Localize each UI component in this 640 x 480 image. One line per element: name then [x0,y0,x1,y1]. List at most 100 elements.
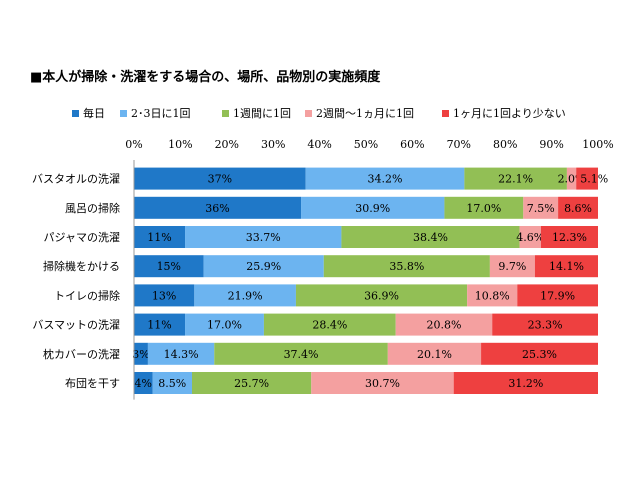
data-label: 30.7% [365,377,400,390]
bar-segment [185,313,264,336]
data-label: 22.1% [498,173,533,186]
legend-swatch [442,110,449,117]
x-tick-label: 30% [261,138,285,151]
data-label: 28.4% [312,319,347,332]
data-label: 37% [208,173,232,186]
x-tick-label: 60% [400,138,424,151]
bar-segment [134,226,186,248]
data-label: 12.3% [552,231,587,244]
bar-segment [387,342,482,365]
legend-label: 2週間～1ヵ月に1回 [316,107,414,120]
data-label: 31.2% [508,377,543,390]
data-label: 11% [147,319,171,332]
bar-segment [444,196,524,219]
x-tick-label: 40% [307,138,331,151]
data-label: 35.8% [389,260,424,273]
bar-segment [534,255,598,278]
legend-item: 1ヶ月に1回より少ない [442,107,566,120]
bar-segment [566,167,577,190]
bar-segment [519,226,541,248]
data-label: 10.8% [475,289,510,302]
category-label: トイレの掃除 [54,288,120,302]
bar-segment [467,284,518,307]
bar-segment [134,313,186,336]
data-label: 38.4% [413,231,448,244]
data-label: 25.3% [522,348,557,361]
bar-segment [523,196,559,219]
data-label: 7.5% [527,202,555,215]
legend-label: 1週間に1回 [233,107,291,120]
legend-item: 2週間～1ヵ月に1回 [305,107,414,120]
bar-segment [464,167,567,190]
data-label: 13% [152,289,176,302]
category-label: 布団を干す [65,377,120,390]
bar-segment [134,284,195,307]
data-label: 3% [132,348,149,361]
bar-segment [558,196,598,219]
data-label: 4% [135,377,152,390]
x-tick-label: 0% [125,138,142,151]
legend-swatch [305,110,312,117]
data-label: 36.9% [364,289,399,302]
data-label: 33.7% [246,231,281,244]
chart-title: ■本人が掃除・洗濯をする場合の、場所、品物別の実施頻度 [30,70,381,85]
bar-segment [576,167,598,190]
x-tick-label: 90% [539,138,563,151]
category-label: バスタオルの洗濯 [32,173,120,186]
data-label: 17.0% [466,202,501,215]
bar-segment [453,372,598,394]
bar-segment [134,167,306,190]
bar-segment [540,226,598,248]
bar-segment [341,226,520,248]
bar-segment [395,313,493,336]
legend-label: 2･3日に1回 [131,107,191,120]
legend-item: 毎日 [72,107,105,120]
bar-segment [134,255,204,278]
data-label: 25.9% [246,260,281,273]
data-label: 11% [147,231,171,244]
data-label: 20.8% [426,319,461,332]
legend-swatch [222,110,229,117]
bar-segment [481,342,598,365]
bar-segment [263,313,396,336]
legend-item: 2･3日に1回 [120,107,191,120]
data-label: 8.6% [564,202,592,215]
x-tick-label: 20% [215,138,239,151]
bar-segment [492,313,598,336]
bar-segment [301,196,445,219]
data-label: 34.2% [368,173,403,186]
legend-label: 1ヶ月に1回より少ない [453,107,566,120]
data-label: 30.9% [355,202,390,215]
bar-segment [203,255,324,278]
bar-segment [185,226,342,248]
bar-segment [194,284,296,307]
legend-swatch [120,110,127,117]
x-tick-label: 100% [582,138,613,151]
data-label: 9.7% [498,260,526,273]
data-label: 5.1% [580,173,608,186]
bar-segment [134,372,153,394]
data-label: 21.9% [228,289,263,302]
x-tick-label: 70% [447,138,471,151]
bar-segment [214,342,388,365]
category-label: 風呂の掃除 [65,201,120,215]
data-label: 37.4% [284,348,319,361]
category-label: パジャマの洗濯 [44,231,120,244]
data-label: 23.3% [528,319,563,332]
bar-segment [295,284,468,307]
x-tick-label: 10% [168,138,192,151]
bar-segment [134,196,302,219]
legend-label: 毎日 [83,107,105,120]
category-label: 掃除機をかける [43,259,120,273]
data-label: 20.1% [417,348,452,361]
legend-item: 1週間に1回 [222,107,291,120]
bar-segment [134,342,148,365]
bar-segment [152,372,192,394]
bar-segment [311,372,454,394]
bar-segment [323,255,490,278]
bar-segment [489,255,535,278]
bar-segment [147,342,215,365]
data-label: 17.9% [540,289,575,302]
data-label: 14.3% [164,348,199,361]
